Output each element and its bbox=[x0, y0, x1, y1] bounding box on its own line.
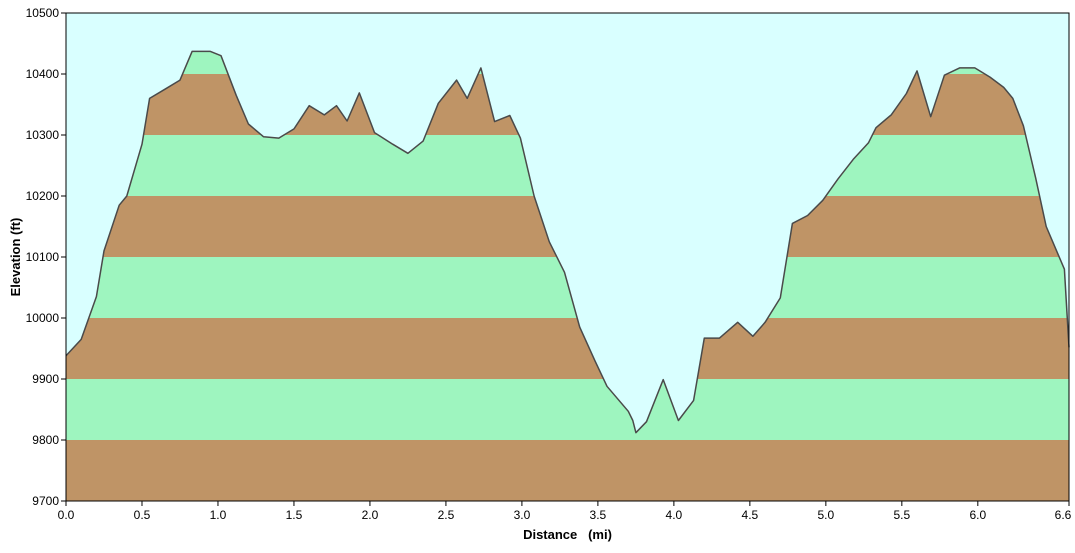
y-tick-label: 9900 bbox=[32, 372, 59, 386]
x-tick-label: 2.0 bbox=[362, 508, 379, 522]
x-tick-label: 3.5 bbox=[590, 508, 607, 522]
elevation-band bbox=[66, 379, 1069, 440]
x-tick-label: 6.0 bbox=[969, 508, 986, 522]
x-tick-label: 6.6 bbox=[1055, 508, 1072, 522]
y-tick-label: 9800 bbox=[32, 433, 59, 447]
x-tick-label: 4.0 bbox=[666, 508, 683, 522]
y-tick-label: 10200 bbox=[26, 189, 60, 203]
x-tick-label: 0.0 bbox=[58, 508, 75, 522]
x-tick-label: 3.0 bbox=[514, 508, 531, 522]
elevation-band bbox=[66, 318, 1069, 379]
x-tick-label: 0.5 bbox=[134, 508, 151, 522]
y-tick-label: 10000 bbox=[26, 311, 60, 325]
y-axis-ticks: 9700 9800 9900 10000 10100 10200 10300 10400 105… bbox=[26, 6, 66, 508]
x-tick-label: 1.5 bbox=[286, 508, 303, 522]
x-tick-label: 4.5 bbox=[742, 508, 759, 522]
x-axis-title: Distance (mi) bbox=[523, 527, 612, 542]
y-tick-label: 9700 bbox=[32, 494, 59, 508]
x-axis-ticks: 0.0 0.5 1.0 1.5 2.0 2.5 3.0 3.5 4.0 4.5 5.0 5.5 6.0 6… bbox=[58, 501, 1072, 522]
x-tick-label: 1.0 bbox=[210, 508, 227, 522]
y-tick-label: 10400 bbox=[26, 67, 60, 81]
y-axis-title: Elevation (ft) bbox=[8, 218, 23, 297]
y-tick-label: 10300 bbox=[26, 128, 60, 142]
x-tick-label: 2.5 bbox=[438, 508, 455, 522]
x-tick-label: 5.5 bbox=[893, 508, 910, 522]
y-tick-label: 10500 bbox=[26, 6, 60, 20]
x-tick-label: 5.0 bbox=[818, 508, 835, 522]
elevation-profile-line bbox=[65, 50, 1070, 434]
y-tick-label: 10100 bbox=[26, 250, 60, 264]
elevation-band bbox=[66, 440, 1069, 501]
